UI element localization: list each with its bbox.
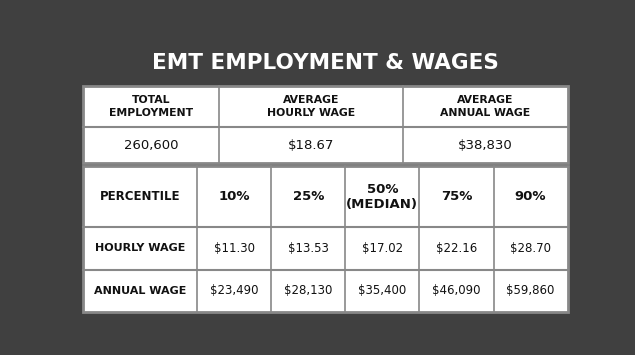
Text: $28.70: $28.70 xyxy=(510,242,551,255)
Bar xyxy=(79,43,572,83)
Text: $18.67: $18.67 xyxy=(288,139,334,152)
Text: 75%: 75% xyxy=(441,190,472,203)
Text: $22.16: $22.16 xyxy=(436,242,477,255)
Text: 25%: 25% xyxy=(293,190,324,203)
Text: 50%
(MEDIAN): 50% (MEDIAN) xyxy=(346,182,418,211)
Text: 90%: 90% xyxy=(515,190,546,203)
Text: 10%: 10% xyxy=(218,190,250,203)
Text: HOURLY WAGE: HOURLY WAGE xyxy=(95,244,185,253)
Text: $46,090: $46,090 xyxy=(432,284,481,297)
Text: $59,860: $59,860 xyxy=(506,284,555,297)
Text: PERCENTILE: PERCENTILE xyxy=(100,190,180,203)
Bar xyxy=(83,166,568,312)
Text: 260,600: 260,600 xyxy=(124,139,178,152)
Text: $17.02: $17.02 xyxy=(362,242,403,255)
Text: EMT EMPLOYMENT & WAGES: EMT EMPLOYMENT & WAGES xyxy=(152,53,499,73)
Text: TOTAL
EMPLOYMENT: TOTAL EMPLOYMENT xyxy=(109,95,193,118)
Text: AVERAGE
ANNUAL WAGE: AVERAGE ANNUAL WAGE xyxy=(440,95,530,118)
Bar xyxy=(83,86,568,163)
Text: ANNUAL WAGE: ANNUAL WAGE xyxy=(94,286,186,296)
Text: $28,130: $28,130 xyxy=(284,284,333,297)
Text: $38,830: $38,830 xyxy=(458,139,512,152)
Text: $11.30: $11.30 xyxy=(213,242,255,255)
Text: $35,400: $35,400 xyxy=(358,284,406,297)
Text: $23,490: $23,490 xyxy=(210,284,258,297)
Text: AVERAGE
HOURLY WAGE: AVERAGE HOURLY WAGE xyxy=(267,95,355,118)
Text: $13.53: $13.53 xyxy=(288,242,329,255)
